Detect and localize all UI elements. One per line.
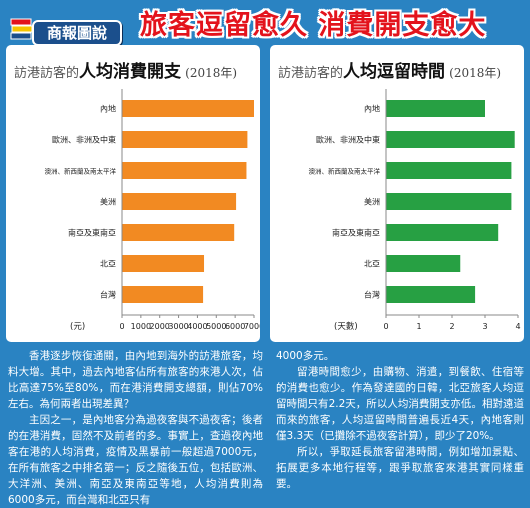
stay-category-label: 歐洲、非洲及中東	[316, 135, 380, 145]
spending-bar	[122, 131, 248, 148]
logo: 商報圖說	[6, 8, 122, 46]
article-left-column: 香港逐步恢復通關，由內地到海外的訪港旅客，均料大增。其中，過去內地客佔所有旅客的…	[8, 348, 263, 508]
spending-category-label: 歐洲、非洲及中東	[52, 135, 116, 145]
stay-chart-title: 訪港訪客的人均逗留時間 (2018年)	[278, 57, 501, 82]
stay-x-tick-label: 2	[449, 322, 454, 331]
spending-category-label: 北亞	[100, 260, 116, 269]
spending-bar	[122, 224, 235, 241]
book-stack-icon	[10, 18, 33, 40]
spending-category-label: 南亞及東南亞	[68, 228, 116, 238]
stay-bar	[386, 162, 512, 179]
spending-bar	[122, 100, 254, 117]
spending-bar	[122, 193, 237, 210]
stay-bar	[386, 224, 499, 241]
stay-x-tick-label: 4	[515, 322, 520, 331]
stay-category-label: 台灣	[364, 290, 380, 300]
stay-x-tick-label: 1	[416, 322, 421, 331]
spending-title-year: (2018年)	[185, 66, 238, 80]
spending-x-tick-label: 1000	[131, 322, 151, 331]
logo-text: 商報圖說	[32, 20, 122, 46]
stay-bar	[386, 255, 461, 272]
stay-x-tick-label: 3	[482, 322, 487, 331]
spending-x-tick-label: 5000	[206, 322, 226, 331]
stay-title-main: 人均逗留時間	[343, 62, 446, 82]
article-paragraph: 香港逐步恢復通關，由內地到海外的訪港旅客，均料大增。其中，過去內地客佔所有旅客的…	[8, 350, 263, 410]
stay-title-prefix: 訪港訪客的	[278, 66, 344, 81]
headline: 旅客逗留愈久 消費開支愈大	[140, 10, 487, 41]
stay-category-label: 南亞及東南亞	[332, 228, 380, 238]
stay-bar	[386, 286, 476, 303]
spending-category-label: 內地	[100, 104, 116, 114]
spending-chart-title: 訪港訪客的人均消費開支 (2018年)	[14, 57, 237, 82]
stay-bar	[386, 193, 512, 210]
spending-x-tick-label: 4000	[187, 322, 207, 331]
spending-title-main: 人均消費開支	[79, 62, 182, 82]
spending-category-label: 澳洲、新西蘭及南太平洋	[45, 167, 117, 176]
spending-x-tick-label: 7000	[244, 322, 260, 331]
article-right-column: 4000多元。 留港時間愈少，由購物、消遣，到餐飲、住宿等的消費也愈少。作為發達…	[276, 348, 524, 492]
spending-chart-panel: 訪港訪客的人均消費開支 (2018年) 內地歐洲、非洲及中東 澳洲、新西蘭及南太平…	[6, 45, 260, 342]
article-paragraph: 留港時間愈少，由購物、消遣，到餐飲、住宿等的消費也愈少。作為發達國的日韓，北亞旅…	[276, 366, 524, 442]
spending-x-tick-label: 0	[119, 322, 124, 331]
article-paragraph: 主因之一，是內地客分為過夜客與不過夜客；後者的在港消費，固然不及前者的多。事實上…	[8, 414, 263, 506]
stay-category-label: 澳洲、新西蘭及南太平洋	[309, 167, 381, 176]
stay-bar	[386, 100, 485, 117]
stay-x-axis-label: (天數)	[334, 321, 358, 332]
spending-bar	[122, 255, 205, 272]
spending-x-tick-label: 6000	[225, 322, 245, 331]
spending-bar	[122, 286, 204, 303]
spending-category-label: 台灣	[100, 290, 116, 300]
article-continuation: 4000多元。	[276, 350, 335, 362]
stay-x-tick-label: 0	[383, 322, 388, 331]
spending-bar	[122, 162, 247, 179]
stay-category-label: 美洲	[364, 197, 380, 207]
stay-category-label: 內地	[364, 104, 380, 114]
stay-title-year: (2018年)	[449, 66, 502, 80]
spending-title-prefix: 訪港訪客的	[14, 66, 80, 81]
spending-x-tick-label: 3000	[168, 322, 188, 331]
stay-bar	[386, 131, 515, 148]
spending-category-label: 美洲	[100, 197, 116, 207]
spending-x-axis-label: (元)	[70, 322, 85, 332]
stay-category-label: 北亞	[364, 260, 380, 269]
stay-chart-panel: 訪港訪客的人均逗留時間 (2018年) 內地歐洲、非洲及中東 澳洲、新西蘭及南太平…	[270, 45, 524, 342]
article-paragraph: 所以，爭取延長旅客留港時間，例如增加景點、拓展更多本地行程等，跟爭取旅客來港其實…	[276, 446, 524, 490]
spending-x-tick-label: 2000	[150, 322, 170, 331]
